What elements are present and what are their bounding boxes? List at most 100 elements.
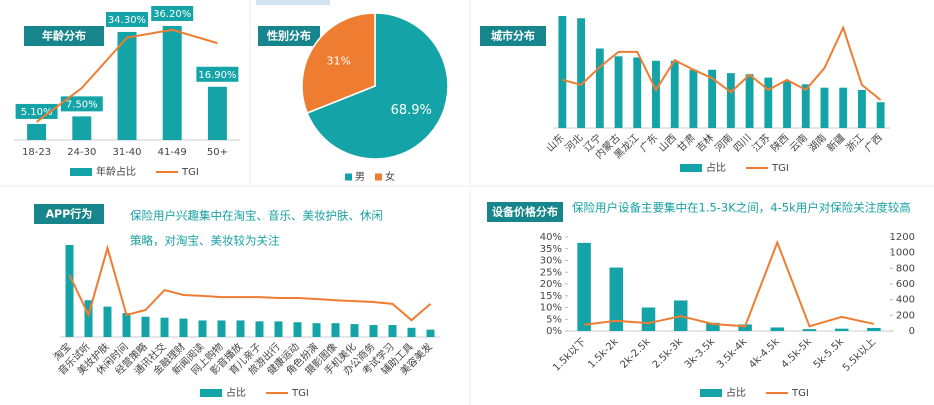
bar	[369, 325, 378, 337]
y2-tick-label: 1000	[890, 248, 915, 259]
tgi-line	[36, 28, 218, 123]
legend-label: 占比	[226, 386, 246, 399]
bar	[274, 321, 283, 337]
y2-tick-label: 0	[909, 326, 915, 337]
y2-tick-label: 200	[896, 310, 915, 321]
y-tick-label: 15%	[540, 291, 562, 302]
legend-label: 占比	[726, 386, 746, 399]
bar	[388, 325, 397, 337]
x-tick-label: 18-23	[22, 147, 51, 158]
bar	[198, 320, 207, 337]
y-tick-label: 20%	[540, 279, 562, 290]
pie-slice	[306, 12, 449, 160]
value-label: 36.20%	[153, 9, 191, 20]
bar	[27, 123, 47, 140]
bar	[689, 69, 698, 128]
x-tick-label: 24-30	[67, 147, 96, 158]
value-label: 34.30%	[108, 15, 146, 26]
bar	[783, 80, 791, 128]
bar	[857, 89, 866, 128]
value-label-box	[196, 66, 239, 82]
y-tick-label: 30%	[540, 256, 562, 267]
bar	[72, 116, 92, 140]
bar	[577, 18, 586, 129]
bar	[876, 102, 885, 128]
bar	[820, 87, 829, 128]
title-box	[34, 204, 104, 224]
bar	[801, 84, 810, 128]
value-label: 16.90%	[198, 70, 236, 81]
bar	[706, 322, 720, 331]
bar	[802, 329, 817, 331]
annotation: 保险用户兴趣集中在淘宝、音乐、美妆护肤、休闲	[130, 209, 383, 223]
value-label: 31%	[327, 54, 351, 67]
bar	[633, 57, 642, 128]
x-tick-label: 50+	[207, 147, 228, 158]
title-box	[258, 26, 320, 46]
bar	[141, 316, 150, 337]
title-box	[24, 26, 104, 46]
bar	[708, 69, 717, 128]
legend-swatch	[680, 164, 702, 172]
legend-swatch	[700, 389, 722, 397]
bar	[84, 300, 93, 337]
bar	[350, 324, 359, 337]
bar	[764, 77, 773, 128]
y-tick-label: 10%	[540, 303, 562, 314]
bar	[236, 320, 245, 337]
chart-title: 设备价格分布	[492, 205, 558, 219]
bar	[770, 327, 785, 331]
bar	[331, 323, 340, 337]
bar	[670, 60, 679, 128]
legend-swatch	[345, 173, 352, 181]
y-tick-label: 0%	[546, 326, 562, 337]
legend-swatch	[70, 168, 92, 176]
bar	[217, 320, 226, 337]
legend-label: 年龄占比	[96, 165, 136, 178]
decoration	[256, 0, 330, 5]
bar	[558, 16, 567, 128]
legend-swatch	[375, 173, 382, 181]
bar	[595, 48, 604, 129]
bar	[609, 267, 624, 331]
bar	[160, 317, 169, 337]
legend-label: 男	[355, 171, 365, 183]
bar	[839, 87, 848, 128]
bar	[652, 60, 660, 128]
bar	[407, 327, 416, 337]
annotation: 策略，对淘宝、美妆较为关注	[130, 234, 280, 248]
bar	[867, 327, 881, 331]
title-box	[487, 202, 563, 222]
bar	[577, 242, 591, 331]
legend-swatch	[200, 389, 222, 397]
pie-slice	[301, 12, 376, 114]
y-tick-label: 35%	[540, 244, 562, 255]
bar	[207, 86, 227, 140]
bar	[738, 324, 752, 331]
bar	[255, 321, 264, 337]
bar	[179, 318, 188, 337]
value-label: 5.10%	[21, 107, 53, 118]
legend-label: 占比	[706, 161, 726, 174]
bar	[103, 306, 112, 337]
bar	[162, 25, 182, 140]
y-tick-label: 5%	[546, 314, 562, 325]
y-tick-label: 40%	[540, 232, 562, 243]
value-label-box	[151, 5, 194, 21]
chart-title: APP行为	[46, 207, 93, 221]
value-label: 7.50%	[66, 99, 98, 110]
chart-title: 性别分布	[267, 29, 311, 43]
legend-label: TGI	[181, 167, 199, 178]
chart-title: 年龄分布	[42, 29, 86, 43]
bar	[641, 307, 656, 331]
x-tick-label: 31-40	[112, 147, 141, 158]
tgi-line	[583, 239, 875, 328]
bar	[65, 245, 74, 337]
legend-label: TGI	[291, 388, 309, 399]
bar	[122, 313, 131, 337]
value-label: 68.9%	[391, 103, 432, 118]
y2-tick-label: 1200	[890, 232, 915, 243]
value-label-box	[106, 11, 148, 27]
legend-label: TGI	[791, 388, 809, 399]
